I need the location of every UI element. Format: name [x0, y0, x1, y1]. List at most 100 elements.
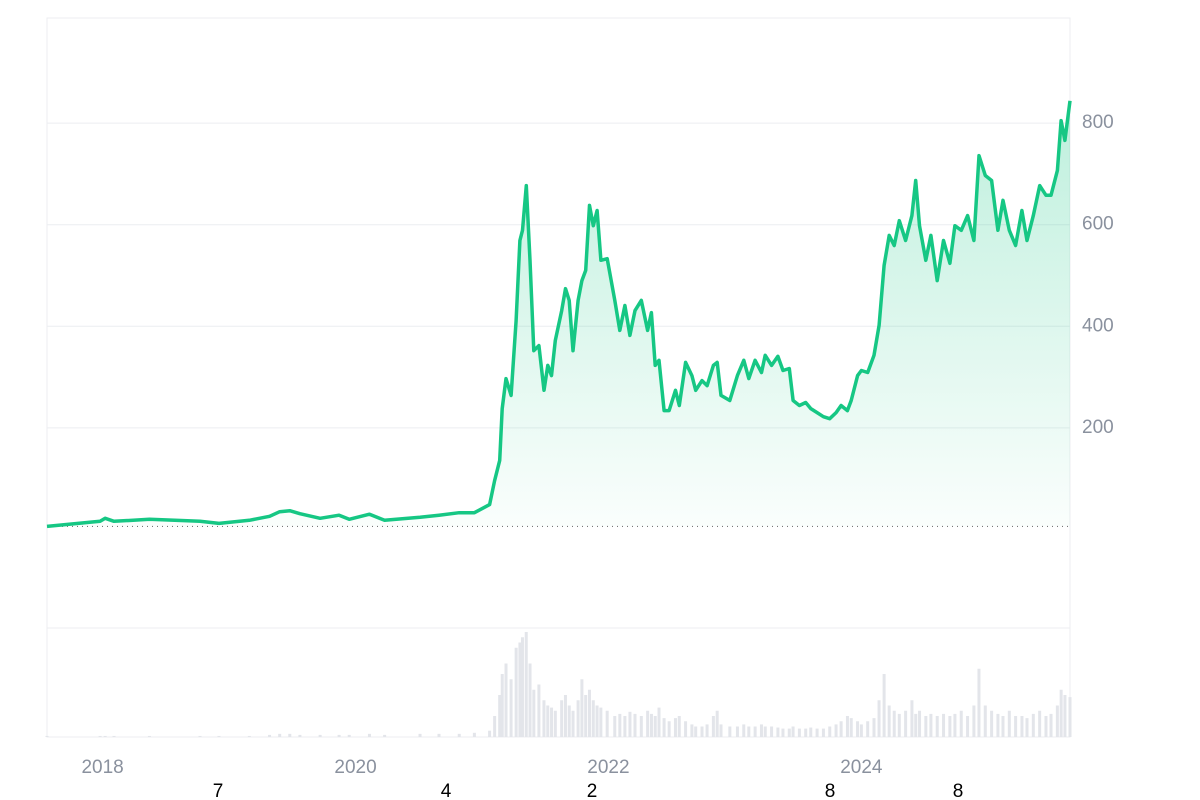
volume-bar	[684, 721, 688, 737]
volume-bar	[1031, 713, 1035, 737]
volume-bar	[694, 726, 698, 737]
volume-bar	[1063, 695, 1067, 737]
volume-bar	[834, 724, 838, 737]
volume-bar	[550, 707, 554, 737]
volume-bar	[288, 733, 292, 737]
volume-bar	[633, 713, 637, 737]
volume-bar	[278, 733, 282, 737]
volume-bar	[599, 707, 603, 737]
volume-bar	[628, 711, 632, 737]
volume-bar	[580, 679, 584, 737]
volume-bar	[719, 724, 723, 737]
volume-bar	[587, 689, 591, 737]
volume-bar	[514, 647, 518, 737]
volume-bar	[948, 716, 952, 737]
axis-labels: 200 400 600 800 2018 2020 2022 2024	[81, 112, 1113, 778]
volume-bar	[1068, 697, 1072, 737]
volume-bar	[815, 728, 819, 737]
volume-bar	[1020, 716, 1024, 737]
x-tick-label: 2020	[334, 757, 376, 778]
volume-bar	[591, 700, 595, 737]
volume-bar	[437, 733, 441, 737]
volume-bar	[918, 710, 922, 737]
volume-bar	[347, 734, 351, 737]
volume-bar	[576, 700, 580, 737]
volume-bar	[563, 695, 567, 737]
volume-bar	[504, 663, 508, 737]
volume-bar	[247, 735, 251, 737]
footer-label: 8	[825, 781, 836, 800]
volume-bar	[828, 726, 832, 737]
volume-bar	[595, 705, 599, 737]
volume-bar	[524, 632, 528, 737]
volume-bar	[613, 716, 617, 737]
volume-bar	[872, 718, 876, 737]
volume-bar	[882, 674, 886, 737]
volume-bar	[845, 716, 849, 737]
volume-bar	[781, 728, 785, 737]
volume-bar	[959, 710, 963, 737]
volume-bar	[942, 713, 946, 737]
volume-bar	[897, 713, 901, 737]
volume-bar	[367, 733, 371, 737]
volume-bar	[1038, 710, 1042, 737]
volume-bar	[217, 735, 221, 737]
volume-bar	[763, 726, 767, 737]
volume-bar	[711, 716, 715, 737]
volume-bar	[700, 726, 704, 737]
volume-bar	[639, 716, 643, 737]
volume-bar	[1007, 710, 1011, 737]
volume-bar	[537, 684, 541, 737]
volume-bar	[488, 730, 492, 737]
volume-bar	[98, 735, 102, 737]
volume-bar	[966, 716, 970, 737]
volume-bar	[791, 726, 795, 737]
volume-bar	[877, 700, 881, 737]
volume-bar	[1059, 689, 1063, 737]
volume-bar	[560, 700, 564, 737]
volume-bar	[472, 732, 476, 737]
volume-bar	[787, 728, 791, 737]
volume-bar	[500, 674, 504, 737]
y-tick-label: 200	[1082, 417, 1114, 438]
footer-label: 7	[213, 781, 224, 800]
volume-bar	[904, 710, 908, 737]
volume-bar	[753, 726, 757, 737]
volume-bar	[112, 735, 116, 737]
footer-label: 8	[953, 781, 964, 800]
volume-bar	[849, 718, 853, 737]
volume-bar	[298, 734, 302, 737]
volume-bar	[498, 695, 502, 737]
volume-bar	[532, 689, 536, 737]
volume-bar	[653, 716, 657, 737]
volume-bar	[337, 734, 341, 737]
volume-bar	[983, 705, 987, 737]
y-tick-label: 600	[1082, 214, 1114, 235]
volume-bar	[1025, 718, 1029, 737]
volume-bar	[268, 734, 272, 737]
volume-bar	[809, 727, 813, 737]
volume-bar	[677, 716, 681, 737]
volume-bar	[662, 718, 666, 737]
volume-bar	[759, 724, 763, 737]
volume-bar	[520, 637, 524, 737]
volume-bar	[804, 728, 808, 737]
volume-bar	[728, 726, 732, 737]
volume-bar	[910, 700, 914, 737]
volume-bar	[646, 710, 650, 737]
y-tick-label: 800	[1082, 112, 1114, 133]
volume-bar	[735, 726, 739, 737]
volume-bar	[567, 705, 571, 737]
volume-bar	[953, 713, 957, 737]
volume-bar	[623, 716, 627, 737]
volume-bar	[605, 710, 609, 737]
volume-bar	[509, 679, 513, 737]
volume-bar	[996, 713, 1000, 737]
volume-bar	[657, 707, 661, 737]
volume-bar	[924, 716, 928, 737]
volume-bars	[45, 632, 1072, 737]
y-tick-label: 400	[1082, 315, 1114, 336]
price-line	[46, 100, 1072, 529]
volume-bar	[690, 724, 694, 737]
volume-bar	[198, 735, 202, 737]
